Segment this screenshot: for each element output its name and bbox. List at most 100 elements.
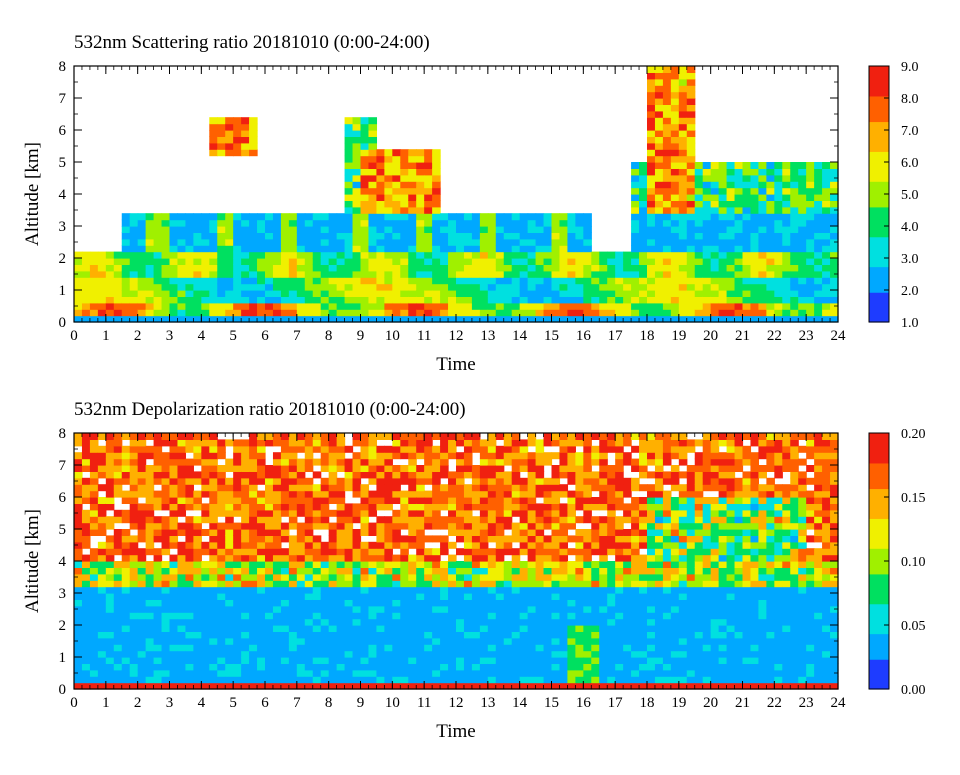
heatmap-cell: [392, 535, 401, 542]
heatmap-cell: [424, 619, 433, 626]
heatmap-cell: [671, 168, 680, 175]
heatmap-cell: [766, 194, 775, 201]
heatmap-cell: [615, 284, 624, 291]
heatmap-cell: [257, 478, 266, 485]
heatmap-cell: [265, 484, 274, 491]
heatmap-cell: [233, 471, 242, 478]
heatmap-cell: [392, 200, 401, 207]
heatmap-cell: [830, 181, 839, 188]
heatmap-cell: [162, 593, 171, 600]
heatmap-cell: [520, 484, 529, 491]
heatmap-cell: [544, 612, 553, 619]
heatmap-cell: [217, 232, 226, 239]
heatmap-cell: [90, 523, 99, 530]
heatmap-cell: [368, 555, 377, 562]
heatmap-cell: [392, 446, 401, 453]
heatmap-cell: [607, 290, 616, 297]
heatmap-cell: [735, 181, 744, 188]
heatmap-cell: [536, 465, 545, 472]
colorbar-segment: [869, 134, 889, 139]
heatmap-cell: [345, 130, 354, 137]
heatmap-cell: [544, 535, 553, 542]
heatmap-cell: [448, 226, 457, 233]
heatmap-cell: [257, 471, 266, 478]
heatmap-cell: [384, 156, 393, 163]
heatmap-cell: [130, 252, 139, 259]
heatmap-cell: [671, 181, 680, 188]
heatmap-cell: [233, 676, 242, 683]
heatmap-cell: [138, 258, 147, 265]
heatmap-cell: [329, 439, 338, 446]
heatmap-cell: [281, 593, 290, 600]
heatmap-cell: [361, 284, 370, 291]
heatmap-cell: [488, 433, 497, 440]
heatmap-cell: [209, 503, 218, 510]
heatmap-cell: [289, 542, 298, 549]
heatmap-cell: [305, 567, 314, 574]
heatmap-cell: [472, 529, 481, 536]
heatmap-cell: [392, 491, 401, 498]
heatmap-cell: [249, 593, 258, 600]
heatmap-cell: [504, 452, 513, 459]
heatmap-cell: [138, 567, 147, 574]
heatmap-cell: [177, 651, 186, 658]
heatmap-cell: [273, 580, 282, 587]
heatmap-cell: [488, 567, 497, 574]
heatmap-cell: [400, 200, 409, 207]
heatmap-cell: [297, 651, 306, 658]
heatmap-cell: [432, 644, 441, 651]
heatmap-cell: [575, 561, 584, 568]
heatmap-cell: [305, 631, 314, 638]
heatmap-cell: [639, 284, 648, 291]
colorbar-segment: [869, 267, 889, 272]
heatmap-cell: [607, 606, 616, 613]
heatmap-cell: [591, 638, 600, 645]
heatmap-cell: [416, 188, 425, 195]
heatmap-cell: [544, 599, 553, 606]
heatmap-cell: [424, 491, 433, 498]
heatmap-cell: [170, 625, 179, 632]
heatmap-cell: [217, 484, 226, 491]
heatmap-cell: [488, 657, 497, 664]
heatmap-cell: [249, 497, 258, 504]
heatmap-cell: [225, 523, 234, 530]
heatmap-cell: [559, 529, 568, 536]
heatmap-cell: [798, 264, 807, 271]
heatmap-cell: [368, 612, 377, 619]
heatmap-cell: [822, 309, 831, 316]
heatmap-cell: [170, 676, 179, 683]
heatmap-cell: [376, 239, 385, 246]
heatmap-cell: [544, 561, 553, 568]
heatmap-cell: [185, 663, 194, 670]
heatmap-cell: [225, 580, 234, 587]
heatmap-cell: [289, 465, 298, 472]
heatmap-cell: [177, 459, 186, 466]
heatmap-cell: [122, 657, 131, 664]
heatmap-cell: [806, 175, 815, 182]
heatmap-cell: [257, 523, 266, 530]
heatmap-cell: [273, 619, 282, 626]
heatmap-cell: [743, 232, 752, 239]
heatmap-cell: [257, 555, 266, 562]
heatmap-cell: [782, 213, 791, 220]
heatmap-cell: [201, 510, 210, 517]
heatmap-cell: [297, 296, 306, 303]
heatmap-cell: [607, 264, 616, 271]
heatmap-cell: [225, 651, 234, 658]
heatmap-cell: [217, 503, 226, 510]
heatmap-cell: [695, 290, 704, 297]
heatmap-cell: [774, 303, 783, 310]
heatmap-cell: [480, 258, 489, 265]
heatmap-cell: [408, 239, 417, 246]
heatmap-cell: [528, 529, 537, 536]
heatmap-cell: [305, 213, 314, 220]
heatmap-cell: [138, 309, 147, 316]
heatmap-cell: [528, 226, 537, 233]
heatmap-cell: [98, 599, 107, 606]
heatmap-cell: [392, 156, 401, 163]
heatmap-cell: [376, 478, 385, 485]
heatmap-cell: [448, 516, 457, 523]
heatmap-cell: [719, 277, 728, 284]
heatmap-cell: [782, 252, 791, 259]
heatmap-cell: [687, 181, 696, 188]
